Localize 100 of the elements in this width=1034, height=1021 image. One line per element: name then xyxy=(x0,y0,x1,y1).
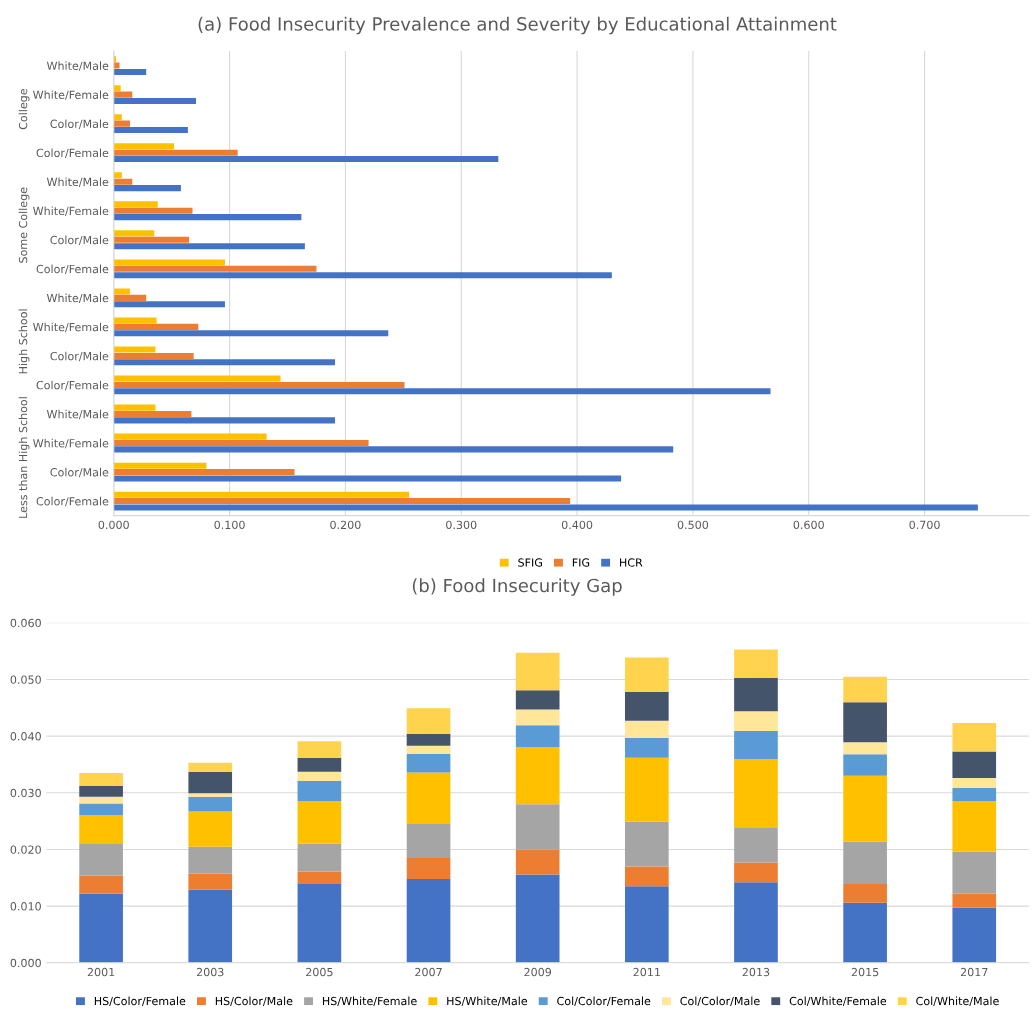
x-tick-label: 0.200 xyxy=(330,520,361,530)
bar xyxy=(188,796,233,812)
bar xyxy=(406,733,451,746)
bar xyxy=(188,762,233,772)
text: Some College xyxy=(18,187,30,263)
y-tick-label: White/Female xyxy=(33,90,109,100)
bar xyxy=(113,207,193,214)
y-tick-label: White/Male xyxy=(46,61,109,71)
bar xyxy=(113,265,317,272)
bar xyxy=(113,272,612,279)
y-tick-label: Color/Female xyxy=(36,148,109,158)
bar xyxy=(113,446,674,453)
x-tick-label: 2011 xyxy=(633,967,660,977)
x-tick-label: 0.400 xyxy=(561,520,593,530)
bar xyxy=(113,120,130,127)
bar xyxy=(79,843,123,876)
bar xyxy=(113,114,122,121)
bar xyxy=(113,323,199,330)
bar xyxy=(406,823,451,858)
x-tick-label: 2005 xyxy=(306,967,333,977)
y-tick-label: White/Male xyxy=(46,293,109,304)
bar xyxy=(515,874,560,963)
bar xyxy=(113,62,120,69)
bar xyxy=(952,723,997,752)
bar xyxy=(113,156,499,163)
bar xyxy=(79,772,123,787)
x-tick-label: 2001 xyxy=(87,967,115,977)
bar xyxy=(297,884,342,963)
bar xyxy=(188,793,233,797)
bar xyxy=(113,359,335,366)
bar xyxy=(297,843,342,872)
bar xyxy=(515,725,560,747)
bar xyxy=(297,757,342,772)
legend-label: Col/Color/Female xyxy=(557,996,651,1007)
bar xyxy=(734,759,778,828)
bar xyxy=(297,771,342,781)
bar xyxy=(843,841,887,885)
bar xyxy=(297,780,342,802)
x-tick-label: 2009 xyxy=(524,967,552,977)
bar xyxy=(113,388,771,395)
bar xyxy=(113,230,155,237)
legend-label: HS/White/Male xyxy=(447,996,528,1007)
bar xyxy=(113,504,978,511)
bar xyxy=(79,796,123,804)
bar xyxy=(515,849,560,875)
legend-label: Col/White/Female xyxy=(789,996,887,1007)
bar xyxy=(625,886,669,963)
chart-title: (a) Food Insecurity Prevalence and Severity by Educational Attainment xyxy=(198,16,837,35)
bar xyxy=(113,85,121,92)
bar xyxy=(113,149,238,156)
bar xyxy=(843,884,887,903)
bar xyxy=(113,462,207,469)
bar xyxy=(406,753,451,773)
x-tick-label: 2007 xyxy=(415,967,442,977)
bar xyxy=(113,185,181,192)
bar xyxy=(843,902,887,963)
bar xyxy=(113,439,369,447)
bar xyxy=(113,178,133,185)
bar xyxy=(843,676,887,703)
bar xyxy=(79,893,123,963)
bar xyxy=(625,821,669,867)
bar xyxy=(515,652,560,691)
bar xyxy=(734,711,778,732)
bar xyxy=(113,410,192,418)
bar xyxy=(515,746,560,805)
bar xyxy=(113,433,267,440)
y-tick-label: White/Male xyxy=(46,177,109,187)
bar xyxy=(113,172,122,179)
x-tick-label: 2017 xyxy=(960,967,988,977)
y-tick-label: Color/Male xyxy=(50,119,109,129)
y-tick-label: 0.040 xyxy=(10,732,41,741)
x-tick-label: 0.700 xyxy=(909,520,940,530)
y-tick-label: Color/Male xyxy=(50,467,109,478)
legend-label: Col/Color/Male xyxy=(680,996,760,1007)
text: High School xyxy=(18,309,30,374)
y-tick-label: Color/Female xyxy=(36,264,109,275)
bar xyxy=(188,846,233,874)
bar xyxy=(952,907,997,963)
y-tick-label: 0.060 xyxy=(10,618,41,628)
bar xyxy=(734,731,778,760)
bar xyxy=(625,657,669,692)
bar xyxy=(406,772,451,824)
bar xyxy=(843,702,887,743)
x-tick-label: 0.300 xyxy=(446,520,477,530)
bar xyxy=(406,745,451,754)
x-tick-label: 2015 xyxy=(851,967,879,977)
bar xyxy=(113,294,147,301)
legend-label: FIG xyxy=(572,558,590,567)
bar xyxy=(406,708,451,734)
bar xyxy=(113,346,156,353)
bar xyxy=(297,871,342,885)
bar xyxy=(188,771,233,794)
bar xyxy=(113,126,188,134)
bar xyxy=(113,68,147,75)
y-tick-label: White/Female xyxy=(33,206,109,216)
x-tick-label: 0.500 xyxy=(677,520,709,530)
bar xyxy=(188,889,233,963)
y-tick-label: White/Female xyxy=(33,322,109,333)
x-tick-label: 0.600 xyxy=(793,520,824,530)
y-tick-label: 0.020 xyxy=(10,845,41,854)
